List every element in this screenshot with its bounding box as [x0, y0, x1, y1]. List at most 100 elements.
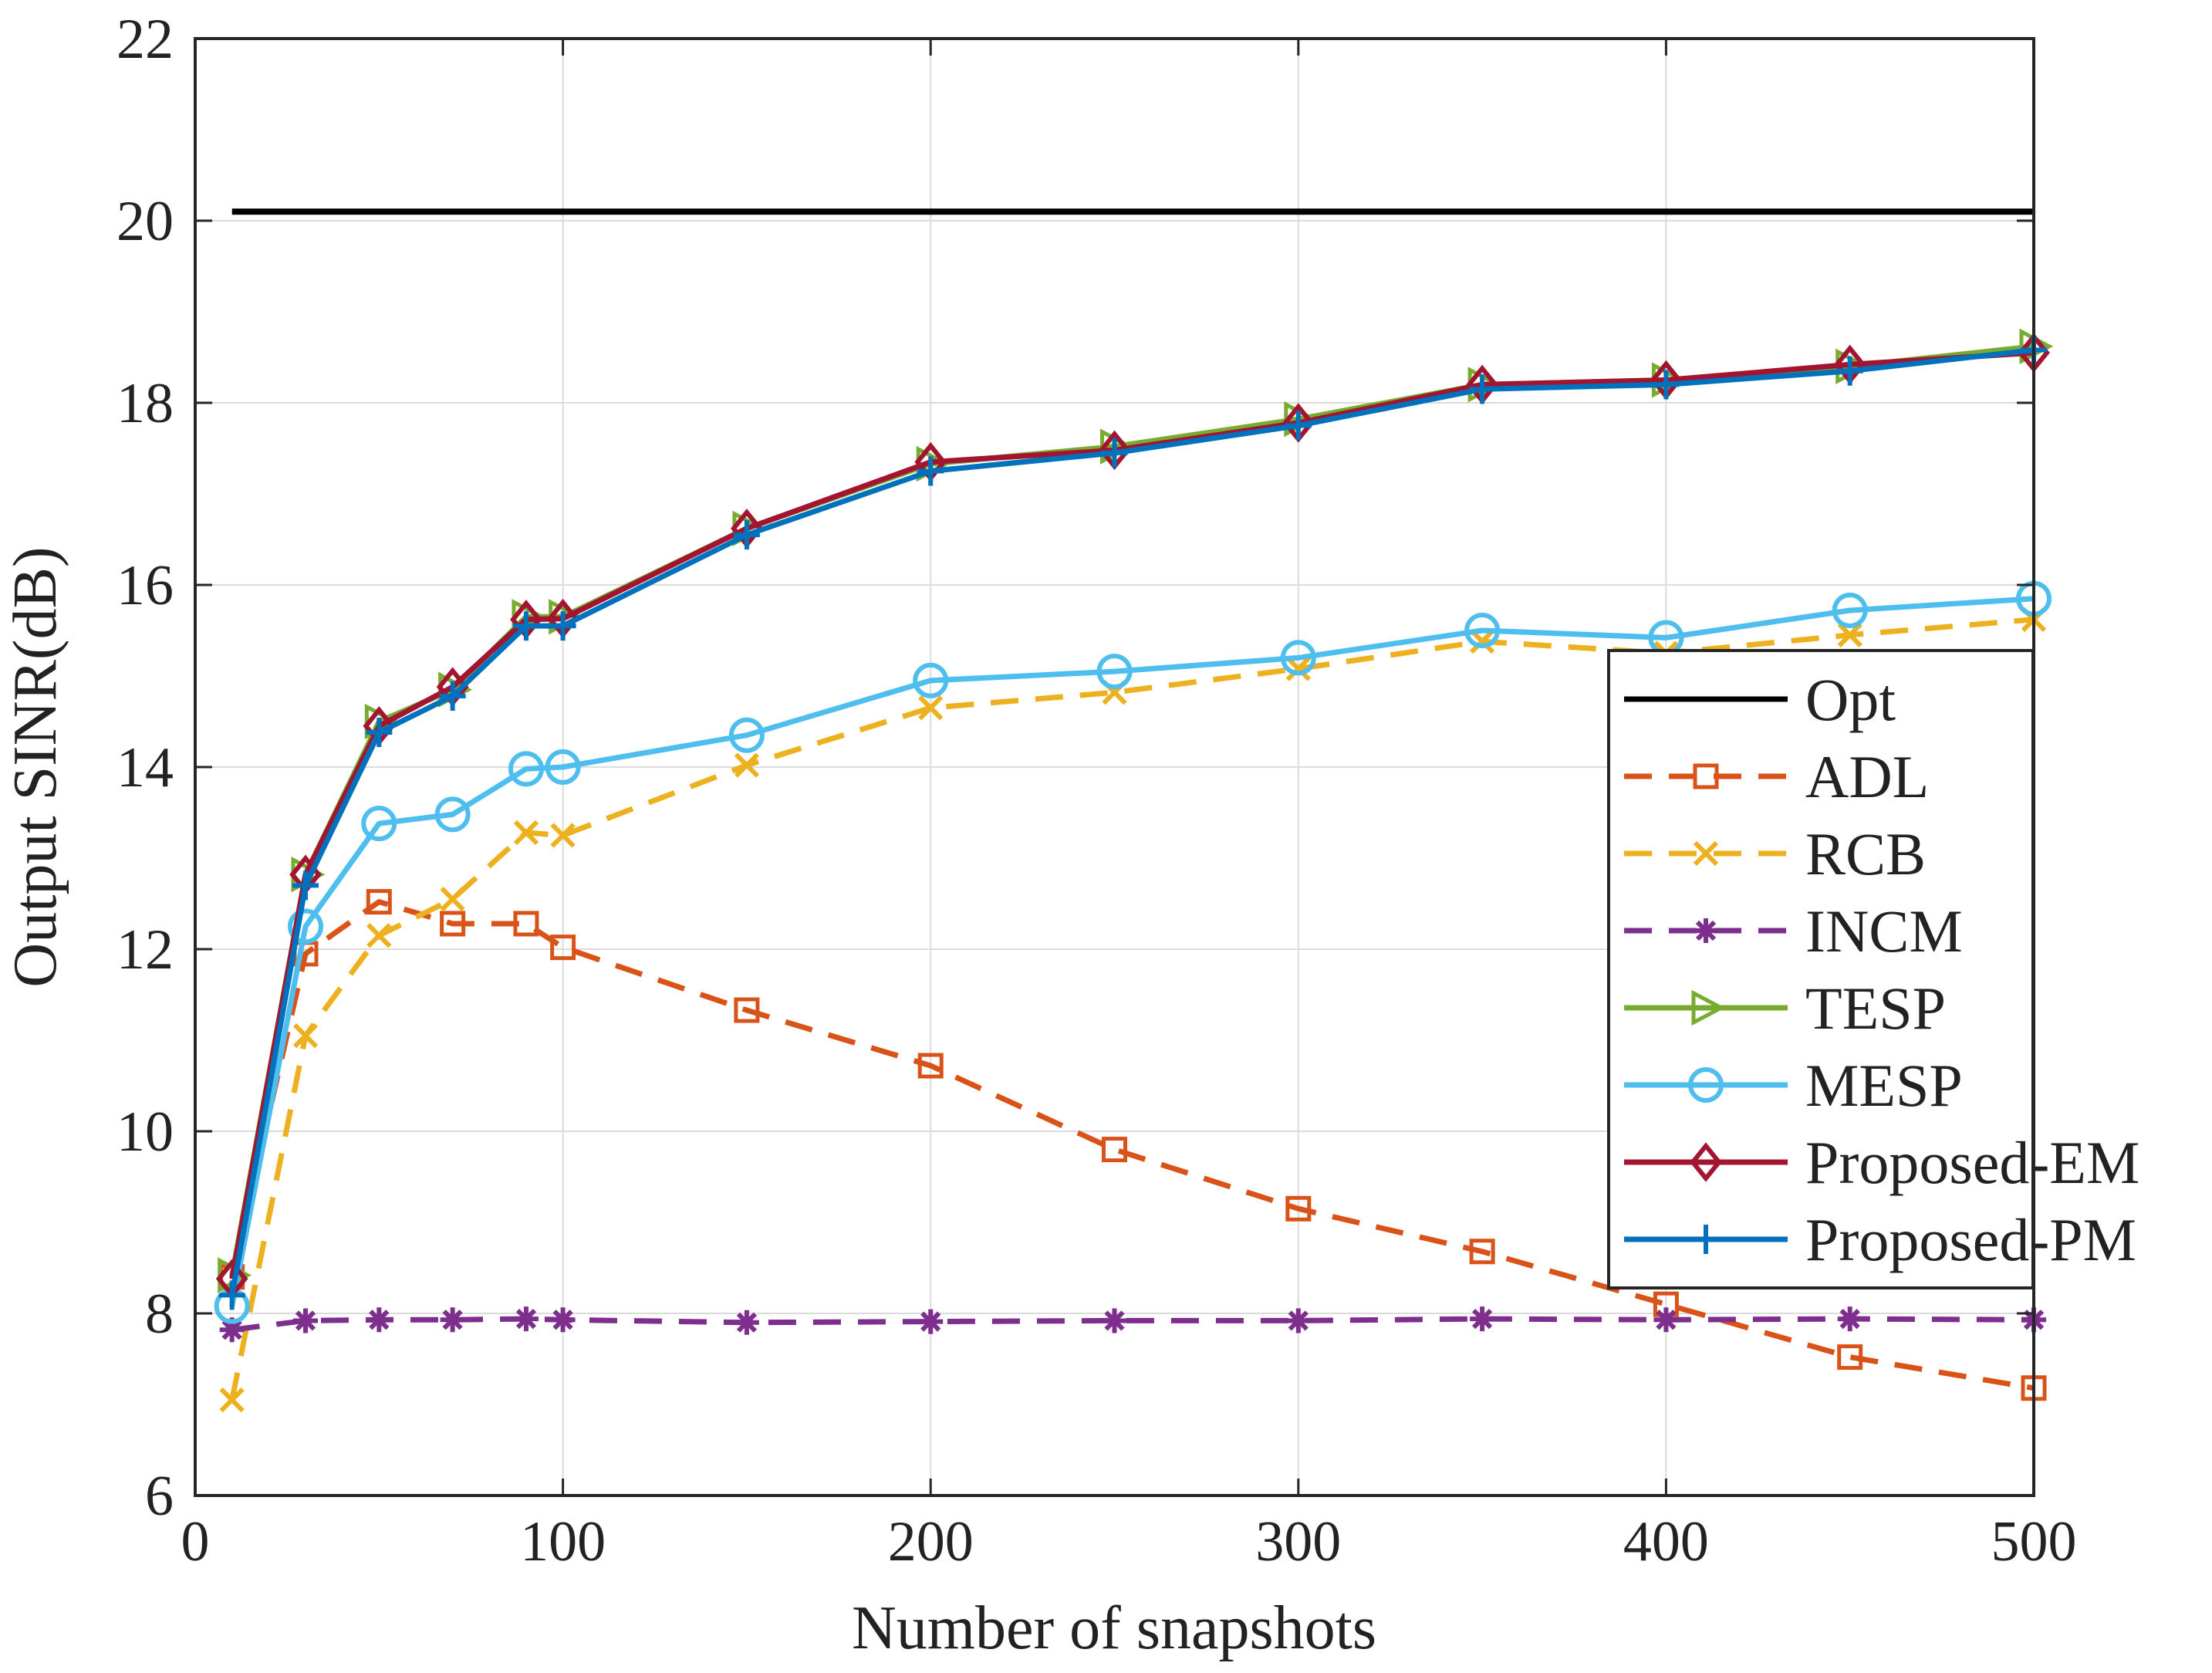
legend-item: ADL: [1624, 743, 1929, 810]
data-point: [734, 1310, 759, 1335]
data-point: [1464, 613, 1501, 648]
data-point: [439, 681, 466, 711]
y-tick-label: 8: [145, 1283, 174, 1346]
data-point: [918, 695, 944, 721]
data-point: [513, 820, 539, 846]
data-point: [512, 611, 539, 641]
legend-box: [1607, 649, 2035, 1289]
series-proposed-pm: [218, 335, 2047, 1310]
x-tick-label: 300: [1255, 1510, 1341, 1573]
data-point: [508, 751, 544, 787]
y-tick-label: 16: [117, 554, 174, 617]
data-point: [434, 796, 471, 833]
legend: Opt ADL RCB INCM TESP MESP Proposed-EM Proposed…: [1607, 649, 2139, 1289]
legend-marker: [1691, 989, 1726, 1026]
data-point: [287, 908, 323, 945]
x-axis-title: Number of snapshots: [852, 1594, 1376, 1662]
data-point: [292, 870, 319, 901]
legend-label: RCB: [1805, 820, 1926, 887]
legend-item: RCB: [1624, 820, 1926, 887]
data-point: [440, 911, 466, 937]
x-tick-label: 0: [181, 1510, 210, 1573]
y-axis-title: Output SINR(dB): [2, 546, 69, 987]
data-point: [219, 1387, 245, 1413]
data-point: [1653, 1307, 1679, 1333]
grid-lines: [195, 39, 2034, 1496]
data-point: [1837, 1306, 1862, 1332]
x-tick-label: 400: [1623, 1510, 1709, 1573]
x-tick-label: 100: [520, 1510, 606, 1573]
data-point: [733, 520, 760, 550]
data-point: [550, 1307, 576, 1333]
data-point: [366, 718, 393, 748]
data-point: [1102, 1308, 1127, 1333]
data-point: [734, 752, 760, 778]
y-tick-label: 12: [117, 918, 174, 982]
data-point: [1096, 654, 1133, 690]
data-point: [366, 889, 392, 915]
data-point: [219, 1317, 245, 1343]
y-tick-label: 10: [117, 1100, 174, 1164]
data-point: [1832, 593, 1868, 629]
data-point: [292, 1022, 319, 1049]
data-point: [913, 662, 949, 698]
legend-item: INCM: [1624, 897, 1963, 965]
data-point: [1101, 438, 1128, 468]
x-tick-label: 200: [888, 1510, 974, 1573]
data-point: [1469, 1239, 1495, 1265]
data-point: [550, 823, 576, 848]
legend-marker: [1690, 1142, 1722, 1182]
legend-marker: [1693, 840, 1719, 867]
y-tick-label: 20: [117, 190, 174, 253]
legend-label: Proposed-EM: [1805, 1129, 2139, 1196]
legend-marker: [1693, 763, 1719, 789]
legend-marker: [1694, 918, 1718, 943]
y-tick-label: 6: [145, 1465, 174, 1528]
data-point: [513, 911, 539, 937]
series-line: [229, 347, 2035, 1296]
legend-item: Proposed-EM: [1624, 1129, 2139, 1196]
data-point: [728, 717, 765, 753]
series-layer: [214, 208, 2054, 1413]
data-point: [917, 1053, 944, 1079]
legend-item: MESP: [1624, 1052, 1963, 1119]
data-point: [1836, 356, 1863, 386]
data-point: [1837, 1344, 1863, 1371]
axis-ticks: 0 100 200 300 400 500 6 8 10 12 14 16 18 20 22: [117, 8, 2077, 1573]
legend-label: Opt: [1805, 666, 1896, 733]
legend-item: Proposed-PM: [1624, 1206, 2136, 1273]
data-point: [1285, 1308, 1311, 1333]
series-line: [229, 596, 2035, 1307]
legend-label: INCM: [1805, 897, 1963, 965]
data-point: [440, 886, 465, 912]
data-point: [1285, 1195, 1312, 1222]
data-point: [513, 1306, 539, 1332]
data-point: [917, 456, 944, 486]
legend-item: Opt: [1624, 666, 1896, 733]
series-mesp: [214, 580, 2052, 1324]
data-point: [918, 1309, 944, 1334]
y-tick-label: 18: [117, 372, 174, 435]
data-point: [550, 935, 576, 961]
data-point: [366, 1307, 392, 1333]
data-point: [734, 997, 760, 1023]
data-point: [549, 611, 576, 641]
legend-marker: [1688, 1067, 1724, 1103]
data-point: [1285, 656, 1311, 681]
data-point: [440, 1307, 465, 1333]
series-line: [229, 899, 2035, 1391]
y-tick-label: 22: [117, 8, 174, 71]
data-point: [1837, 622, 1862, 648]
data-point: [1469, 374, 1496, 404]
data-point: [1285, 411, 1312, 441]
data-point: [545, 749, 581, 785]
x-tick-label: 500: [1991, 1510, 2077, 1573]
series-line: [229, 350, 2035, 1279]
legend-label: MESP: [1805, 1052, 1963, 1119]
legend-label: ADL: [1805, 743, 1929, 810]
legend-marker: [1693, 1225, 1719, 1254]
data-point: [1653, 370, 1680, 400]
legend-label: TESP: [1805, 975, 1946, 1042]
data-point: [366, 923, 392, 948]
